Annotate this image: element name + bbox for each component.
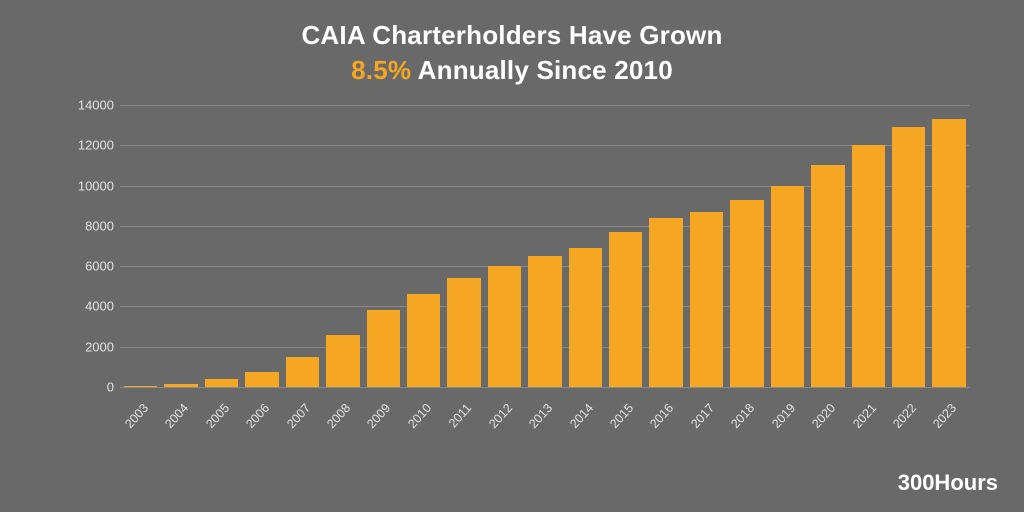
bar (286, 357, 319, 387)
bar-slot: 2012 (488, 266, 521, 387)
bar-slot: 2010 (407, 294, 440, 387)
x-tick-label: 2006 (243, 401, 272, 431)
y-tick-label: 10000 (70, 178, 114, 193)
x-tick-label: 2019 (769, 401, 798, 431)
bar (407, 294, 440, 387)
bar (569, 248, 602, 387)
bars-container: 2003 2004 2005 2006 200720082009201020112012… (120, 105, 970, 387)
bar (447, 278, 480, 387)
x-tick-label: 2021 (850, 401, 879, 431)
bar-slot: 2022 (892, 127, 925, 387)
x-tick-label: 2005 (203, 401, 232, 431)
x-tick-label: 2008 (324, 401, 353, 431)
bar-slot: 2016 (649, 218, 682, 387)
bar-slot: 2017 (690, 212, 723, 387)
bar-slot: 2021 (852, 145, 885, 387)
bar (690, 212, 723, 387)
x-tick-label: 2014 (567, 401, 596, 431)
x-tick-label: 2018 (728, 401, 757, 431)
bar (730, 200, 763, 387)
y-tick-label: 2000 (70, 339, 114, 354)
bar (488, 266, 521, 387)
bar (609, 232, 642, 387)
x-tick-label: 2010 (405, 401, 434, 431)
bar (124, 386, 157, 387)
bar-slot: 2020 (811, 165, 844, 387)
x-tick-label: 2013 (526, 401, 555, 431)
bar (932, 119, 965, 387)
chart-title: CAIA Charterholders Have Grown 8.5% Annu… (0, 0, 1024, 88)
bar-chart: 02000400060008000100001200014000 2003200… (70, 105, 970, 435)
y-tick-label: 4000 (70, 299, 114, 314)
x-tick-label: 2023 (931, 401, 960, 431)
y-tick-label: 14000 (70, 98, 114, 113)
x-tick-label: 2017 (688, 401, 717, 431)
bar-slot: 2011 (447, 278, 480, 387)
bar-slot: 2003 (124, 386, 157, 387)
bar-slot: 2005 (205, 379, 238, 387)
bar (528, 256, 561, 387)
title-line-1: CAIA Charterholders Have Grown (0, 18, 1024, 53)
x-tick-label: 2022 (890, 401, 919, 431)
x-tick-label: 2004 (163, 401, 192, 431)
bar (326, 335, 359, 387)
bar (892, 127, 925, 387)
bar-slot: 2008 (326, 335, 359, 387)
bar (771, 186, 804, 387)
bar-slot: 2014 (569, 248, 602, 387)
y-tick-label: 0 (70, 380, 114, 395)
bar-slot: 2006 (245, 372, 278, 387)
x-tick-label: 2020 (809, 401, 838, 431)
bar-slot: 2009 (367, 310, 400, 387)
bar-slot: 2019 (771, 186, 804, 387)
y-tick-label: 8000 (70, 218, 114, 233)
x-tick-label: 2007 (284, 401, 313, 431)
bar-slot: 2018 (730, 200, 763, 387)
bar-slot: 2015 (609, 232, 642, 387)
title-highlight: 8.5% (351, 55, 411, 85)
x-tick-label: 2012 (486, 401, 515, 431)
title-line-2: 8.5% Annually Since 2010 (0, 53, 1024, 88)
bar (205, 379, 238, 387)
bar-slot: 2023 (932, 119, 965, 387)
plot-area: 2003 2004 2005 2006 200720082009201020112012… (120, 105, 970, 387)
bar (164, 384, 197, 387)
x-tick-label: 2016 (648, 401, 677, 431)
gridline (120, 387, 970, 388)
bar-slot: 2004 (164, 384, 197, 387)
y-tick-label: 6000 (70, 259, 114, 274)
bar (811, 165, 844, 387)
x-tick-label: 2009 (365, 401, 394, 431)
y-tick-label: 12000 (70, 138, 114, 153)
bar (649, 218, 682, 387)
bar (245, 372, 278, 387)
x-tick-label: 2015 (607, 401, 636, 431)
bar (852, 145, 885, 387)
x-tick-label: 2011 (446, 401, 474, 430)
bar-slot: 2007 (286, 357, 319, 387)
title-line-2-rest: Annually Since 2010 (411, 55, 673, 85)
x-tick-label: 2003 (122, 401, 151, 431)
bar-slot: 2013 (528, 256, 561, 387)
bar (367, 310, 400, 387)
brand-label: 300Hours (898, 470, 998, 496)
